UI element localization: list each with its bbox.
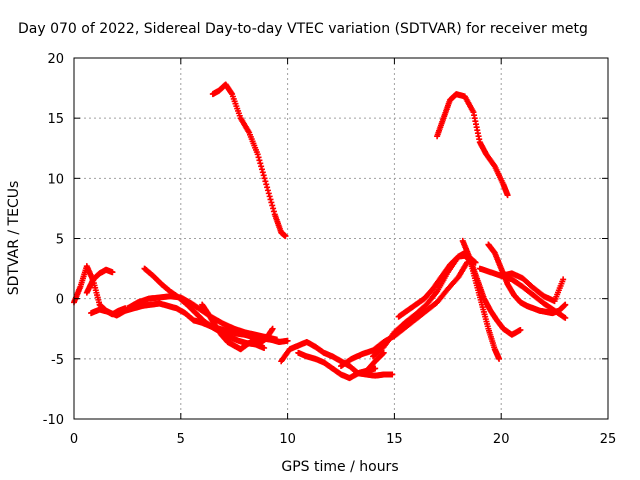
axis-ticks: 0 5 10 15 20 25 -10 -5 0 5 10 15 20	[43, 52, 617, 447]
data-point	[282, 233, 289, 240]
chart-title: Day 070 of 2022, Sidereal Day-to-day VTE…	[18, 21, 588, 37]
data-point	[504, 192, 511, 199]
y-tick-label: -5	[51, 353, 64, 368]
series-arc-i	[355, 370, 396, 379]
data-point	[517, 326, 524, 333]
series-arc-early-up	[209, 81, 289, 240]
data-point	[562, 301, 569, 308]
data-point	[257, 160, 264, 167]
data-point	[258, 163, 265, 170]
x-tick-label: 15	[386, 432, 403, 447]
x-tick-label: 10	[279, 432, 296, 447]
data-point	[263, 181, 270, 188]
series-arc-b	[83, 266, 116, 296]
x-tick-label: 25	[600, 432, 617, 447]
series-arc-j	[338, 259, 471, 370]
data-point	[268, 199, 275, 206]
data-point	[256, 157, 263, 164]
data-point	[284, 337, 291, 344]
y-tick-label: 20	[47, 52, 64, 67]
data-point	[109, 269, 116, 276]
data-point	[379, 350, 386, 357]
data-point	[273, 336, 280, 343]
data-point	[269, 325, 276, 332]
data-point	[260, 172, 267, 179]
series-arc-q	[498, 270, 567, 305]
data-point	[266, 193, 273, 200]
data-point	[259, 169, 266, 176]
data-point	[269, 202, 276, 209]
series-arc-n	[461, 252, 524, 338]
series-arc-o	[485, 241, 569, 317]
data-point	[262, 178, 269, 185]
data-point	[496, 355, 503, 362]
y-tick-label: -10	[43, 413, 64, 428]
data-point	[258, 166, 265, 173]
data-point	[562, 314, 569, 321]
y-tick-label: 5	[56, 233, 64, 248]
series-arc-late-up	[434, 91, 511, 199]
data-point	[265, 190, 272, 197]
data-point	[254, 151, 261, 158]
data-point	[372, 365, 379, 372]
data-point	[261, 345, 268, 352]
y-tick-label: 10	[47, 172, 64, 187]
data-point	[270, 208, 277, 215]
data-point	[267, 196, 274, 203]
data-point	[380, 349, 387, 356]
y-tick-label: 0	[56, 293, 64, 308]
series-arc-e	[141, 265, 268, 352]
data-points	[71, 81, 569, 382]
y-axis-label: SDTVAR / TECUs	[6, 181, 22, 296]
data-point	[264, 184, 271, 191]
x-tick-label: 5	[177, 432, 185, 447]
x-tick-label: 20	[493, 432, 510, 447]
data-point	[270, 205, 277, 212]
data-point	[264, 187, 271, 194]
series-arc-f	[199, 301, 276, 353]
data-point	[255, 154, 262, 161]
data-point	[261, 175, 268, 182]
y-tick-label: 15	[47, 112, 64, 127]
x-axis-label: GPS time / hours	[281, 459, 398, 475]
data-point	[560, 276, 567, 283]
data-point	[389, 371, 396, 378]
x-tick-label: 0	[70, 432, 78, 447]
